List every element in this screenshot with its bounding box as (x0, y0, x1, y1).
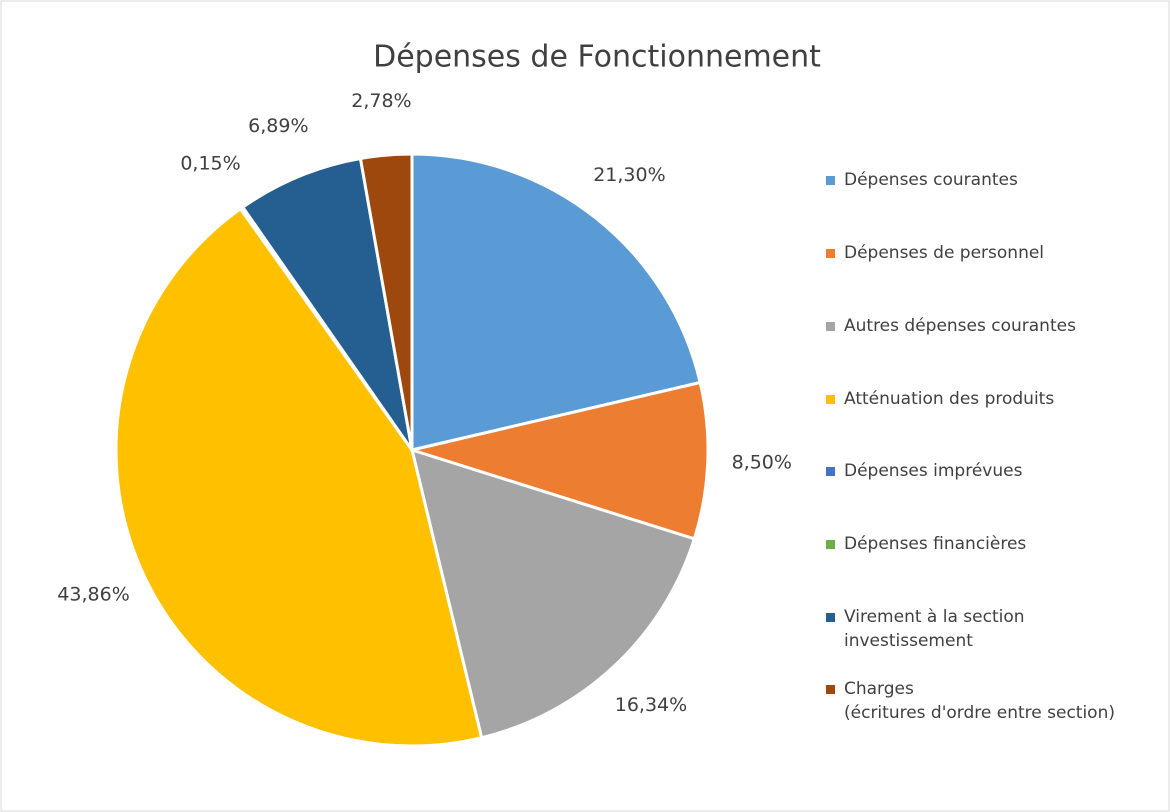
pie-slice (409, 447, 697, 740)
data-label: 43,86% (57, 584, 129, 606)
legend-swatch (826, 467, 835, 476)
legend-label: Atténuation des produits (844, 389, 1055, 409)
chart-title: Dépenses de Fonctionnement (373, 40, 821, 75)
pie-slice (240, 156, 414, 451)
legend-swatch (826, 249, 835, 258)
legend-label: Dépenses courantes (844, 170, 1018, 190)
data-label: 21,30% (593, 164, 665, 186)
legend-swatch (826, 613, 835, 622)
legend-swatch (826, 685, 835, 694)
data-label: 8,50% (732, 452, 792, 474)
pie-slice (406, 380, 710, 541)
data-label: 0,15% (180, 152, 240, 174)
legend-label: Dépenses financières (844, 534, 1027, 554)
pie-slice (358, 152, 414, 451)
legend-label: Virement à la section investissement (844, 607, 1025, 651)
legend-label: Autres dépenses courantes (844, 316, 1076, 336)
legend-swatch (826, 540, 835, 549)
legend-label: Charges (écritures d'ordre entre section… (844, 679, 1115, 723)
legend-swatch (826, 322, 835, 331)
legend-label: Dépenses imprévues (844, 461, 1023, 481)
legend-label: Dépenses de personnel (844, 243, 1045, 263)
pie-slice (410, 152, 703, 452)
legend-swatch (826, 176, 835, 185)
data-label: 6,89% (248, 115, 308, 137)
legend-swatch (826, 395, 835, 404)
pie-slice (114, 206, 484, 748)
data-label: 2,78% (351, 90, 411, 112)
data-label: 16,34% (615, 694, 687, 716)
